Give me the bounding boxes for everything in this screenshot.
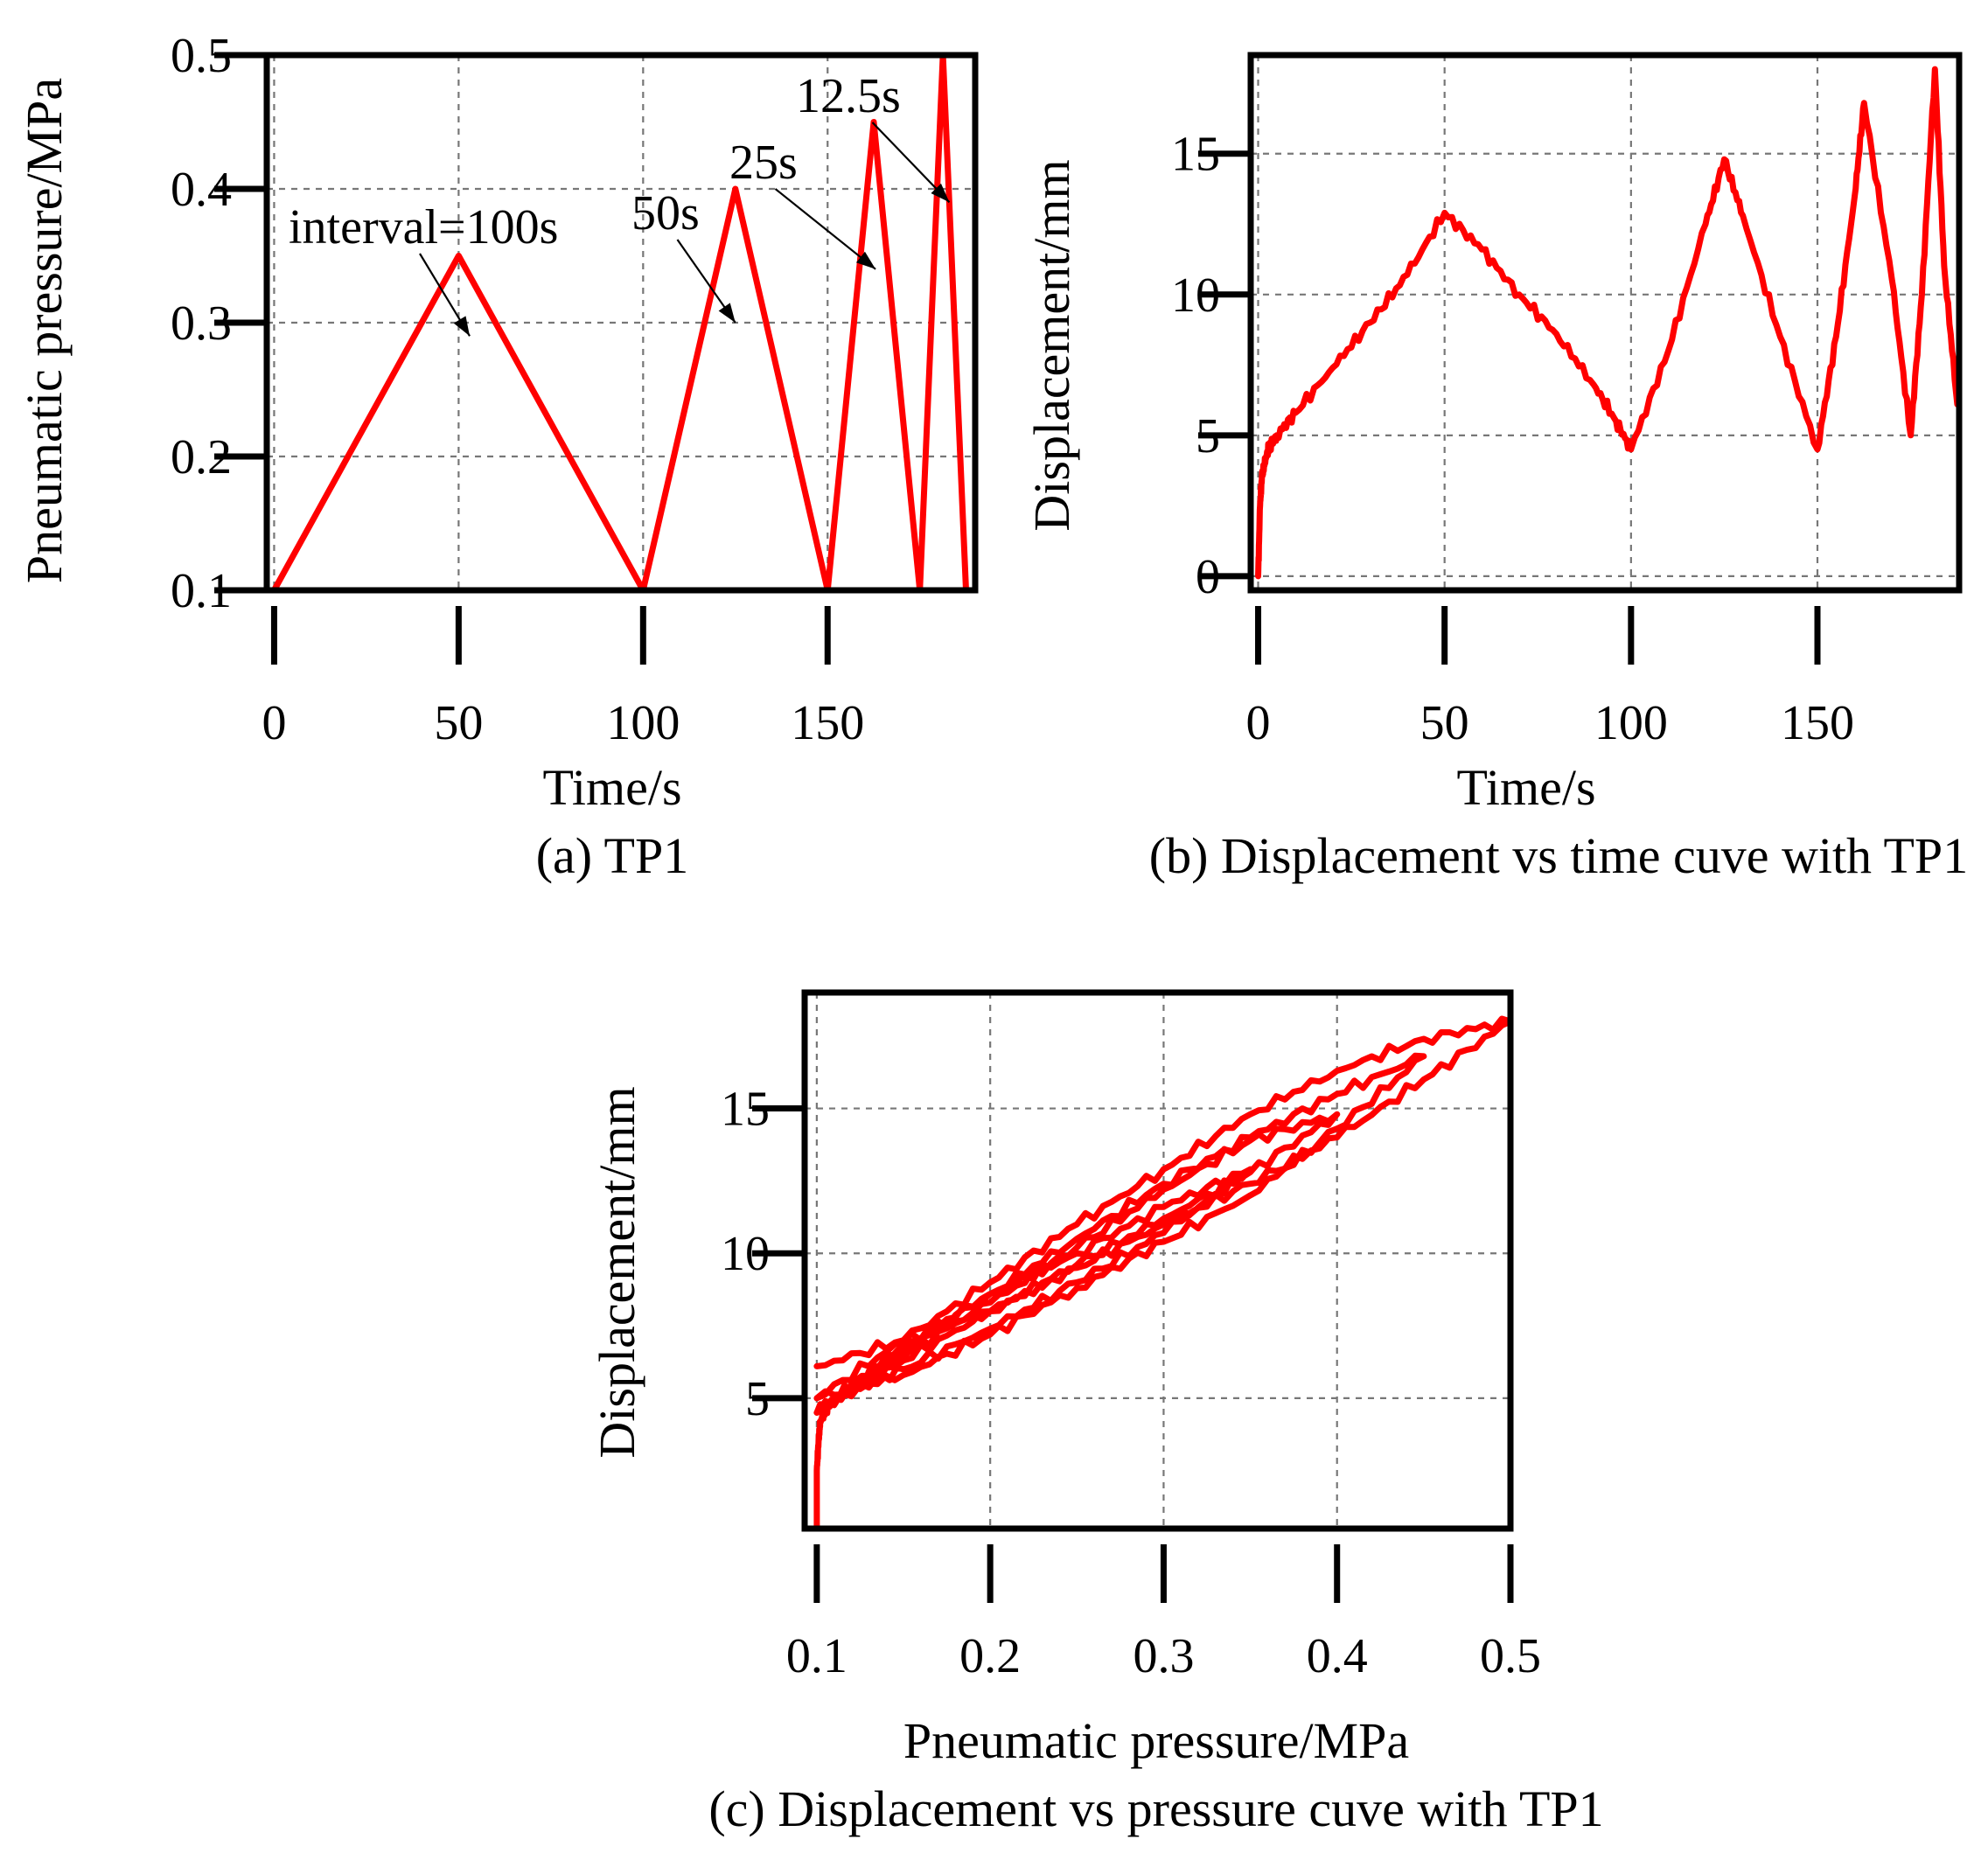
panel-c-series-0 — [813, 1015, 1514, 1532]
panel-a-annotation-arrowhead-3 — [931, 183, 950, 203]
panel-a-xtick-label-3: 150 — [791, 696, 864, 750]
panel-b-xtick-label-2: 100 — [1594, 696, 1668, 750]
panel-a-annotation-0: interval=100s — [289, 200, 558, 254]
panel-b-xtick-label-1: 50 — [1420, 696, 1469, 750]
panel-b-displacement-vs-time: 0 50 100 150 0 5 10 15 Time/s Displacement/mm (… — [1023, 52, 1968, 884]
panel-b-ytick-label-3: 15 — [1171, 128, 1220, 182]
panel-b-caption: (b) Displacement vs time cuve with TP1 — [1149, 827, 1968, 884]
panel-a-annotation-arrow-2 — [774, 188, 876, 270]
panel-b-ytick-label-2: 10 — [1171, 268, 1220, 323]
panel-a-xtick-label-0: 0 — [262, 696, 286, 750]
panel-c-xtick-label-1: 0.2 — [959, 1629, 1021, 1683]
panel-a-annotation-arrowhead-1 — [718, 303, 736, 323]
panel-c-xtick-label-0: 0.1 — [786, 1629, 848, 1683]
panel-b-ytick-label-0: 0 — [1196, 550, 1220, 604]
panel-b-ylabel: Displacement/mm — [1023, 159, 1080, 531]
panel-a-annotation-arrowhead-0 — [453, 316, 471, 337]
panel-b-xtick-label-3: 150 — [1781, 696, 1854, 750]
panel-b-series-0 — [1255, 66, 1961, 580]
panel-a-frame — [263, 52, 979, 594]
panel-c-frame — [801, 989, 1514, 1532]
panel-c-ytick-label-0: 5 — [745, 1372, 770, 1426]
panel-a-annotation-arrowhead-2 — [855, 251, 876, 269]
panel-c-caption: (c) Displacement vs pressure cuve with T… — [708, 1780, 1603, 1837]
panel-c-ylabel: Displacement/mm — [589, 1086, 645, 1458]
panel-a-ytick-label-2: 0.3 — [171, 296, 232, 351]
panel-a-xtick-label-1: 50 — [434, 696, 483, 750]
panel-a-ytick-label-1: 0.2 — [171, 430, 232, 484]
panel-b-xlabel: Time/s — [1456, 759, 1595, 816]
panel-a-xtick-label-2: 100 — [606, 696, 680, 750]
panel-a-pressure-vs-time: 0 50 100 150 0.1 0.2 0.3 0.4 0.5 interval=100s 50… — [16, 29, 979, 884]
panel-c-xlabel: Pneumatic pressure/MPa — [903, 1712, 1409, 1769]
panel-c-xtick-label-2: 0.3 — [1133, 1629, 1194, 1683]
panel-c-xtick-label-4: 0.5 — [1480, 1629, 1541, 1683]
panel-a-ytick-label-4: 0.5 — [171, 29, 232, 83]
panel-c-xtick-label-3: 0.4 — [1307, 1629, 1368, 1683]
panel-c-displacement-vs-pressure: 0.1 0.2 0.3 0.4 0.5 5 10 15 Pneumatic pressure/… — [589, 989, 1604, 1837]
panel-c-ytick-label-1: 10 — [721, 1227, 770, 1281]
panel-b-ytick-label-1: 5 — [1196, 409, 1220, 463]
panel-b-xtick-label-0: 0 — [1246, 696, 1271, 750]
panel-a-annotation-3: 12.5s — [796, 69, 901, 123]
panel-c-ytick-label-2: 15 — [721, 1083, 770, 1137]
panel-a-xlabel: Time/s — [542, 759, 681, 816]
panel-a-ytick-label-3: 0.4 — [171, 163, 232, 217]
panel-b-frame — [1247, 52, 1963, 594]
panel-a-annotation-1: 50s — [631, 186, 700, 240]
panel-a-ytick-label-0: 0.1 — [171, 564, 232, 618]
panel-a-ylabel: Pneumatic pressure/MPa — [16, 78, 73, 583]
panel-a-annotation-2: 25s — [729, 136, 798, 190]
panel-a-caption: (a) TP1 — [536, 827, 689, 884]
